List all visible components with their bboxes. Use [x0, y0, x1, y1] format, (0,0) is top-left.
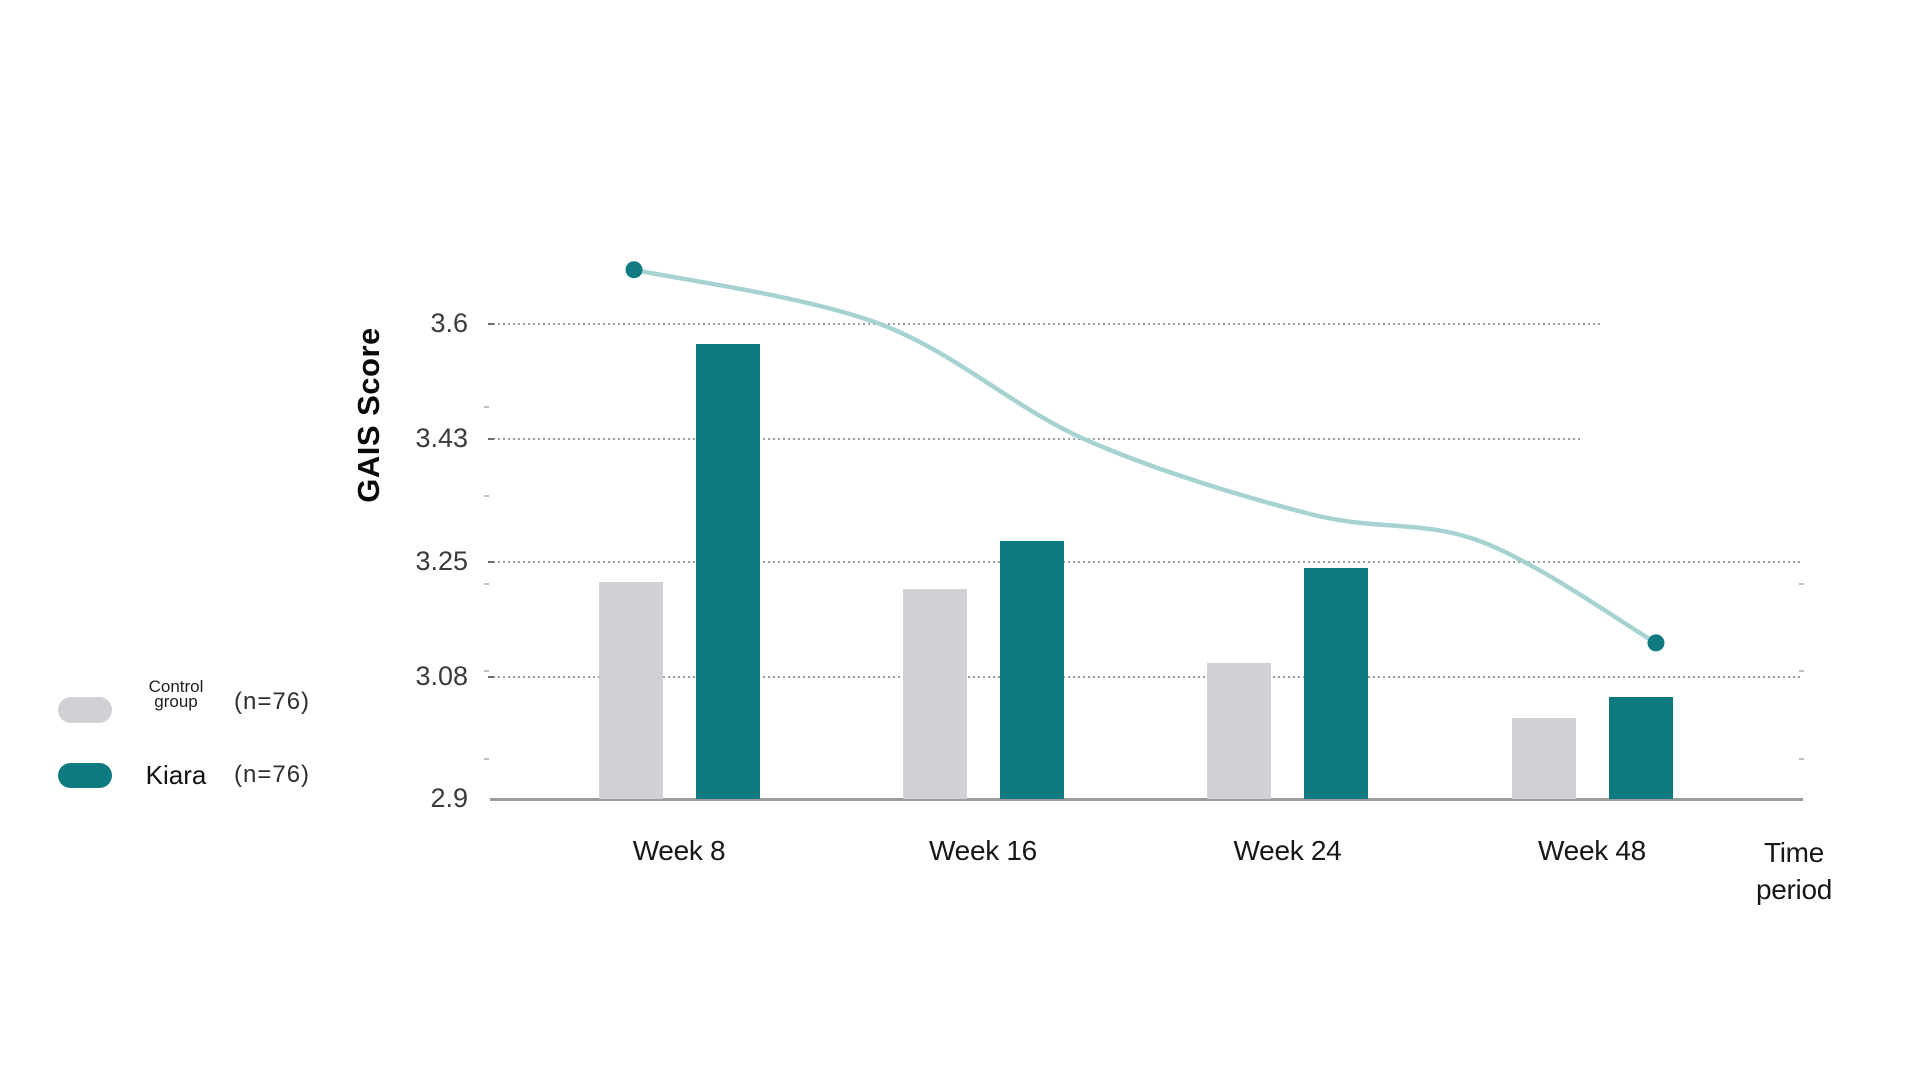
legend-label-control-group: Control group	[118, 677, 234, 711]
y-axis-tick	[488, 560, 494, 563]
gridline	[493, 560, 1802, 563]
x-tick-label: Week 8	[632, 835, 726, 866]
bar-control-group-week-8	[598, 581, 663, 799]
minor-tick	[484, 583, 489, 585]
minor-tick	[484, 406, 489, 408]
y-tick-label: 2.9	[430, 783, 468, 813]
bar-control-group-week-24	[1207, 663, 1271, 799]
legend-swatch-control-group	[58, 697, 112, 723]
bar-control-group-week-16	[902, 588, 967, 799]
x-tick-label: Week 48	[1538, 835, 1646, 866]
x-tick-label: Week 24	[1233, 835, 1342, 866]
minor-tick	[484, 758, 489, 760]
gridline	[493, 438, 1583, 441]
minor-tick	[1799, 758, 1804, 760]
legend-swatch-kiara	[58, 763, 112, 788]
y-axis-tick	[488, 438, 494, 441]
y-axis-tick	[488, 323, 494, 325]
minor-tick	[1799, 583, 1804, 585]
trend-dot	[1647, 634, 1665, 652]
minor-tick	[484, 495, 489, 497]
legend-label-line: Control	[148, 677, 204, 696]
minor-tick	[1799, 670, 1804, 672]
legend-n-control-group: (n=76)	[234, 688, 311, 715]
x-axis-title: Time period	[1704, 834, 1884, 908]
minor-tick	[484, 670, 489, 672]
x-tick-label: Week 16	[929, 835, 1037, 866]
legend-label-line: group	[154, 692, 198, 711]
bar-kiara-week-16	[999, 541, 1064, 799]
legend-n-kiara: (n=76)	[234, 761, 311, 788]
y-tick-label: 3.6	[430, 308, 468, 338]
bar-kiara-week-24	[1304, 568, 1368, 799]
legend-label-kiara: Kiara	[145, 760, 207, 790]
gridline	[493, 323, 1601, 325]
y-tick-label: 3.25	[415, 545, 468, 576]
y-tick-label: 3.08	[415, 660, 468, 691]
trend-line	[631, 267, 1659, 646]
x-axis-title-line: period	[1755, 874, 1833, 905]
x-axis-line	[490, 798, 1803, 801]
y-tick-label: 3.43	[415, 423, 468, 454]
bar-kiara-week-8	[695, 344, 760, 799]
gridline	[493, 675, 1802, 678]
y-axis-tick	[488, 675, 494, 678]
x-axis-title-line: Time	[1764, 837, 1824, 868]
bar-control-group-week-48	[1511, 717, 1576, 799]
bar-kiara-week-48	[1608, 697, 1673, 799]
trend-dot	[625, 261, 643, 279]
